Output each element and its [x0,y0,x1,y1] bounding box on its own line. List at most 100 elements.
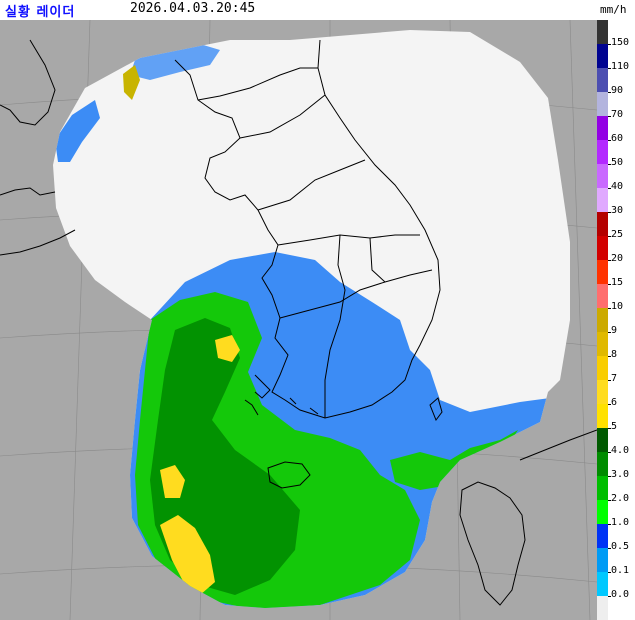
legend-swatch [597,380,608,404]
legend-label: 5 [611,421,618,432]
legend-label: 9 [611,325,618,336]
coastlines-and-borders [0,39,597,606]
legend-tick [608,332,611,333]
legend-swatch [597,188,608,212]
legend-tick [608,380,611,381]
legend-tick [608,500,611,501]
legend-swatch [597,212,608,236]
legend-label: 2.0 [611,493,630,504]
korean-peninsula-coast [174,39,441,419]
legend-swatch [597,524,608,548]
province-border-north [197,67,318,101]
legend-tick [608,548,611,549]
legend-swatch [597,140,608,164]
legend-tick [608,116,611,117]
legend-label: 0.1 [611,565,630,576]
legend-swatch [597,452,608,476]
page-title: 실황 레이더 [5,5,76,20]
tsushima-island [429,397,443,422]
legend-swatch [597,68,608,92]
legend-swatch [597,20,608,44]
legend-swatch [597,44,608,68]
liaodong-coast [0,39,56,126]
legend-tick [608,428,611,429]
legend-swatch [597,428,608,452]
province-border-d [279,269,433,319]
legend-swatch [597,308,608,332]
precipitation-echoes [55,44,550,608]
legend-label: 60 [611,133,624,144]
japan-honshu [519,429,597,461]
legend-tick [608,164,611,165]
legend-label: 4.0 [611,445,630,456]
legend-swatch [597,548,608,572]
legend-swatch-no-rain [597,596,608,620]
legend-label: 25 [611,229,624,240]
legend-tick [608,356,611,357]
header-bar: 실황 레이더 2026.04.03.20:45 mm/h [0,0,635,20]
legend-tick [608,404,611,405]
legend-swatch [597,284,608,308]
province-border-a [239,94,326,139]
legend-tick [608,596,611,597]
radar-map[interactable] [0,20,597,620]
legend-label: 20 [611,253,624,264]
province-border-f [369,237,386,283]
echo-heavy-cell [215,335,240,362]
jeju-island [267,461,311,489]
china-coast [0,229,76,256]
legend-label: 150 [611,37,630,48]
legend-swatch [597,572,608,596]
legend-swatch [597,476,608,500]
legend-swatch [597,356,608,380]
legend-label: 110 [611,61,630,72]
observation-timestamp: 2026.04.03.20:45 [130,1,256,16]
legend-tick [608,188,611,189]
legend-label: 1.0 [611,517,630,528]
legend-tick [608,524,611,525]
legend-tick [608,572,611,573]
legend-tick [608,284,611,285]
legend-label: 0.5 [611,541,630,552]
legend-label: 8 [611,349,618,360]
legend-label: 30 [611,205,624,216]
legend-tick [608,308,611,309]
rain-rate-legend: 150 110 90 70 60 50 40 30 25 20 15 10 9 8 7 6 5 4.0 3.0 2.0… [597,20,635,620]
legend-label: 6 [611,397,618,408]
legend-label: 0.0 [611,589,630,600]
legend-tick [608,452,611,453]
shandong-coast [0,187,56,196]
echo-very-heavy-rain [160,515,215,595]
legend-swatch [597,116,608,140]
echo-very-heavy-rain-2 [160,465,185,498]
legend-tick [608,236,611,237]
legend-label: 7 [611,373,618,384]
echo-moderate-rain-east [390,430,518,490]
legend-swatch [597,500,608,524]
province-border-b [257,159,366,211]
legend-label: 70 [611,109,624,120]
legend-unit: mm/h [600,3,627,16]
legend-label: 15 [611,277,624,288]
legend-swatch [597,404,608,428]
legend-label: 50 [611,157,624,168]
south-coast-islands [244,374,319,416]
legend-swatch [597,92,608,116]
legend-label: 90 [611,85,624,96]
legend-label: 10 [611,301,624,312]
legend-swatch [597,332,608,356]
province-border-e [324,234,346,418]
legend-swatch [597,236,608,260]
legend-swatch [597,260,608,284]
echo-light-rain-west [55,100,100,162]
legend-tick [608,68,611,69]
legend-tick [608,476,611,477]
province-border-c [277,234,420,246]
echo-heavy-cell-north [123,65,140,100]
japan-kyushu [459,481,526,606]
legend-label: 3.0 [611,469,630,480]
legend-tick [608,140,611,141]
legend-tick [608,92,611,93]
legend-tick [608,260,611,261]
